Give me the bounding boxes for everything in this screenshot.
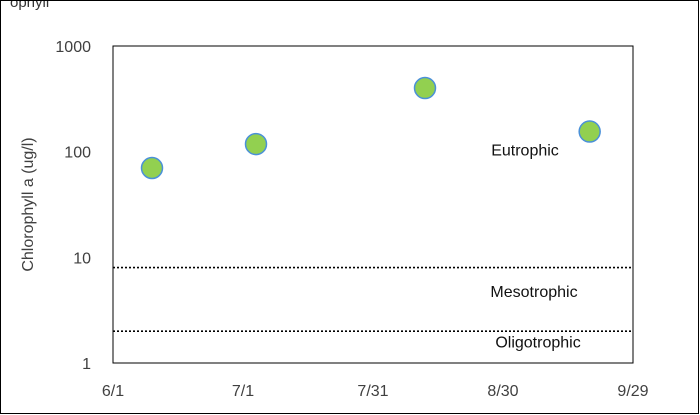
y-axis-label: Chlorophyll a (ug/l)	[20, 137, 37, 271]
plot-area	[112, 45, 634, 364]
y-tick-label: 10	[73, 250, 91, 267]
x-tick-label: 8/30	[487, 383, 518, 400]
y-tick-labels: 1 10 100 1000	[55, 39, 91, 373]
data-points	[140, 76, 601, 180]
y-tick-label: 100	[64, 145, 91, 162]
y-tick-label: 1	[82, 356, 91, 373]
x-tick-labels: 6/1 7/1 7/31 8/30 9/29	[102, 383, 649, 400]
x-tick-label: 7/31	[357, 383, 388, 400]
chart-title-fragment: ophyll	[10, 0, 50, 11]
y-tick-label: 1000	[55, 39, 91, 56]
data-point	[578, 120, 601, 143]
x-tick-label: 7/1	[232, 383, 254, 400]
data-point	[244, 132, 268, 156]
zone-label-oligotrophic: Oligotrophic	[495, 335, 580, 352]
x-tick-label: 9/29	[617, 383, 648, 400]
data-point	[413, 76, 437, 100]
zone-labels: Eutrophic Mesotrophic Oligotrophic	[490, 142, 580, 351]
x-tick-label: 6/1	[102, 383, 124, 400]
data-point	[140, 156, 164, 180]
zone-label-eutrophic: Eutrophic	[491, 142, 559, 159]
reference-lines	[113, 266, 633, 332]
zone-label-mesotrophic: Mesotrophic	[490, 284, 577, 301]
